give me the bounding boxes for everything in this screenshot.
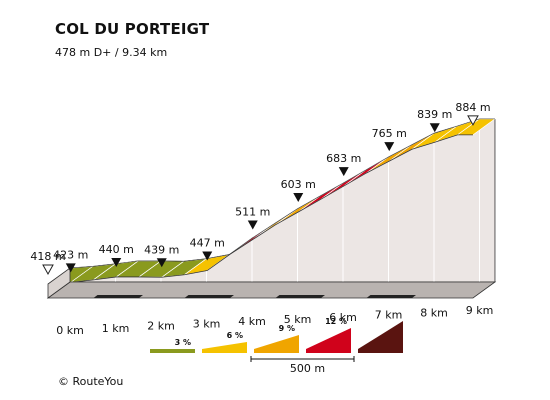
legend-label: 12 % [325,317,347,326]
elevation-label: 440 m [99,243,134,256]
profile-front-edge [47,134,473,285]
elevation-label: 683 m [326,152,361,165]
legend-label: 9 % [279,324,295,333]
elevation-label: 423 m [53,248,88,261]
chart-subtitle: 478 m D+ / 9.34 km [55,46,168,59]
profile-back-edge [69,118,495,269]
legend-swatch [202,342,247,353]
km-tick-label: 6 km [329,311,357,324]
km-tick-band [366,295,416,298]
marker-filled-triangle [429,123,440,133]
elevation-label: 439 m [144,243,179,256]
km-tick-label: 5 km [284,313,312,326]
copyright-label: © RouteYou [58,375,124,388]
legend-label: 6 % [227,331,243,340]
legend-scale-label: 500 m [290,362,325,375]
profile-top-layer [46,118,497,285]
elevation-label: 839 m [417,108,452,121]
elevation-label: 511 m [235,206,270,219]
km-tick-label: 1 km [102,322,130,335]
marker-filled-triangle [156,258,167,268]
km-tick-label: 9 km [466,304,494,317]
elevation-label: 447 m [190,237,225,250]
marker-open-triangle [467,115,479,126]
elevation-label: 603 m [281,178,316,191]
km-tick-label: 3 km [193,317,221,330]
elevation-label: 765 m [372,127,407,140]
km-tick-label: 4 km [238,315,266,328]
legend-label: 3 % [175,338,191,347]
legend-swatch [150,349,195,353]
chart-title: COL DU PORTEIGT [55,20,210,38]
marker-open-triangle [42,264,54,276]
marker-filled-triangle [65,263,76,273]
km-tick-label: 0 km [56,324,84,337]
km-tick-band [275,295,325,298]
elevation-label: 884 m [455,101,490,114]
marker-filled-triangle [293,193,304,202]
marker-filled-triangle [384,142,395,152]
km-tick-label: 8 km [420,306,448,319]
km-tick-band [184,295,234,298]
km-axis: 0 km 1 km 2 km 3 km 4 km 5 km 6 km 7 km 8 km 9 km [46,267,497,337]
elevation-label: 418 m [30,250,65,263]
marker-filled-triangle [338,167,349,177]
gradient-legend: 3 % 6 % 9 % 12 % 500 m [150,317,403,375]
legend-swatch [254,335,299,353]
profile-start-face [47,267,71,299]
legend-swatch [306,328,351,353]
km-tick-label: 2 km [147,320,175,333]
marker-filled-triangle [202,251,213,261]
legend-swatch [358,321,403,353]
km-tick-band [93,295,143,298]
marker-filled-triangle [247,220,258,230]
marker-filled-triangle [111,257,122,267]
km-tick-label: 7 km [375,309,403,322]
